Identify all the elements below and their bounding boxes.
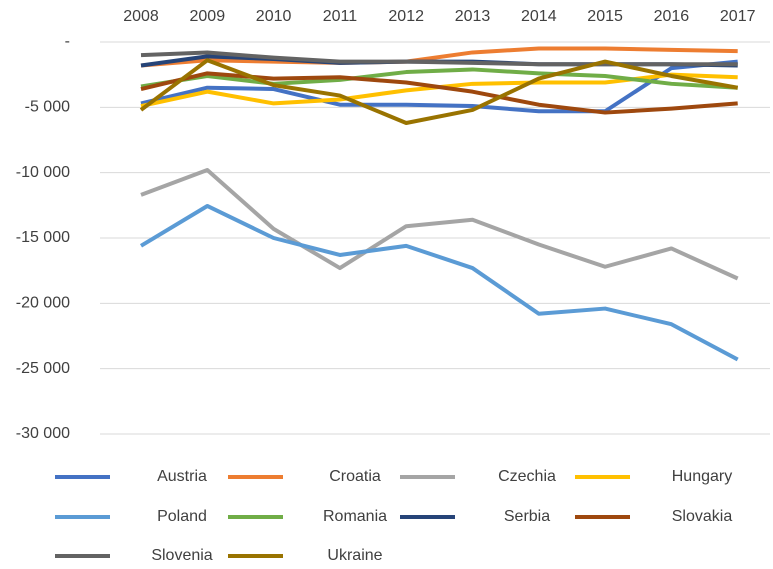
legend-label: Slovenia bbox=[151, 547, 212, 564]
x-tick-label: 2012 bbox=[388, 8, 424, 25]
line-series bbox=[140, 71, 738, 115]
line-series bbox=[140, 67, 738, 90]
x-tick-label: 2017 bbox=[720, 8, 756, 25]
x-tick-label: 2015 bbox=[587, 8, 623, 25]
line-series bbox=[139, 58, 739, 126]
y-tick-label: - bbox=[65, 33, 70, 50]
line-series bbox=[140, 59, 738, 114]
legend-label: Ukraine bbox=[327, 547, 382, 564]
legend-label: Serbia bbox=[504, 508, 550, 525]
y-tick-label: -30 000 bbox=[16, 425, 70, 442]
legend-label: Slovakia bbox=[672, 508, 733, 525]
line-series bbox=[139, 203, 739, 362]
x-tick-label: 2010 bbox=[256, 8, 292, 25]
legend-label: Austria bbox=[157, 468, 207, 485]
legend-label: Croatia bbox=[329, 468, 381, 485]
line-series bbox=[140, 46, 738, 68]
legend-label: Czechia bbox=[498, 468, 556, 485]
line-series bbox=[140, 50, 738, 67]
x-tick-label: 2013 bbox=[455, 8, 491, 25]
x-tick-label: 2011 bbox=[323, 8, 358, 25]
y-tick-label: -10 000 bbox=[16, 164, 70, 181]
x-tick-label: 2016 bbox=[654, 8, 690, 25]
x-tick-label: 2014 bbox=[521, 8, 557, 25]
y-tick-label: -20 000 bbox=[16, 295, 70, 312]
y-tick-label: -25 000 bbox=[16, 360, 70, 377]
y-tick-label: -5 000 bbox=[25, 99, 70, 116]
line-series bbox=[140, 168, 739, 281]
x-tick-label: 2009 bbox=[190, 8, 226, 25]
legend-label: Hungary bbox=[672, 468, 732, 485]
x-tick-label: 2008 bbox=[123, 8, 159, 25]
y-tick-label: -15 000 bbox=[16, 229, 70, 246]
legend-label: Poland bbox=[157, 508, 207, 525]
legend-label: Romania bbox=[323, 508, 387, 525]
